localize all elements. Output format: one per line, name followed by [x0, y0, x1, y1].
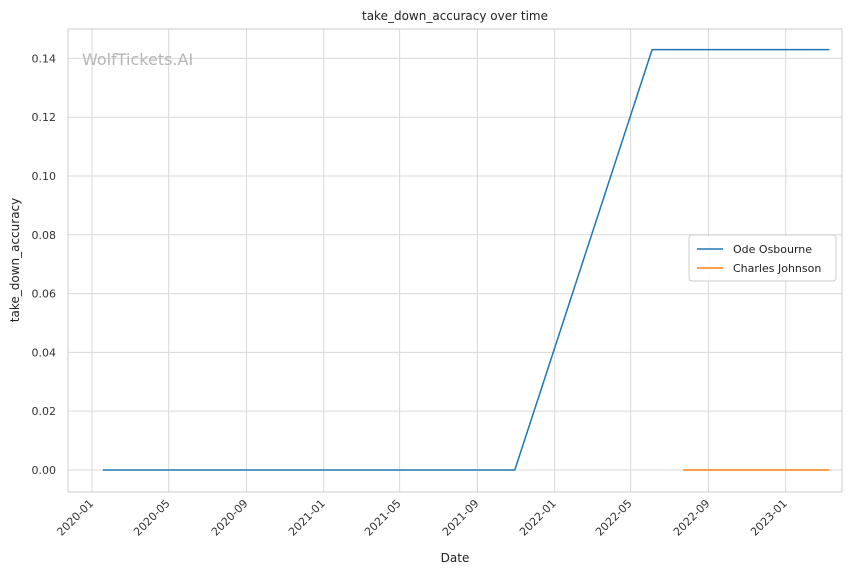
y-tick-labels: 0.00 0.02 0.04 0.06 0.08 0.10 0.12 0.14: [32, 52, 57, 477]
x-tick-label: 2020-05: [131, 497, 173, 539]
y-tick-label: 0.06: [32, 288, 57, 301]
legend-label-charles-johnson: Charles Johnson: [733, 262, 821, 275]
y-tick-label: 0.08: [32, 229, 57, 242]
x-tick-label: 2022-05: [593, 497, 635, 539]
x-tick-label: 2020-09: [209, 497, 251, 539]
plot-frame: [67, 28, 843, 493]
y-tick-label: 0.04: [32, 346, 57, 359]
x-tick-label: 2023-01: [748, 497, 790, 539]
y-tick-label: 0.02: [32, 405, 57, 418]
legend: Ode Osbourne Charles Johnson: [688, 234, 837, 282]
y-tick-label: 0.12: [32, 111, 57, 124]
y-axis-title: take_down_accuracy: [8, 198, 22, 322]
x-tick-labels: 2020-01 2020-05 2020-09 2021-01 2021-05 2021-…: [54, 497, 789, 539]
x-tick-label: 2021-09: [440, 497, 482, 539]
x-axis-title: Date: [441, 551, 470, 565]
grid-lines: [68, 29, 842, 492]
x-tick-label: 2022-01: [517, 497, 559, 539]
series-lines: [102, 48, 830, 471]
legend-label-ode-osbourne: Ode Osbourne: [733, 243, 812, 256]
x-tick-label: 2022-09: [671, 497, 713, 539]
x-tick-label: 2021-05: [362, 497, 404, 539]
x-tick-label: 2021-01: [286, 497, 328, 539]
x-tick-label: 2020-01: [54, 497, 96, 539]
y-tick-label: 0.10: [32, 170, 57, 183]
y-tick-label: 0.14: [32, 52, 57, 65]
y-tick-label: 0.00: [32, 464, 57, 477]
chart-title: take_down_accuracy over time: [362, 9, 548, 23]
series-line-ode-osbourne: [102, 48, 830, 471]
watermark: WolfTickets.AI: [82, 50, 193, 69]
legend-box: [688, 234, 837, 282]
